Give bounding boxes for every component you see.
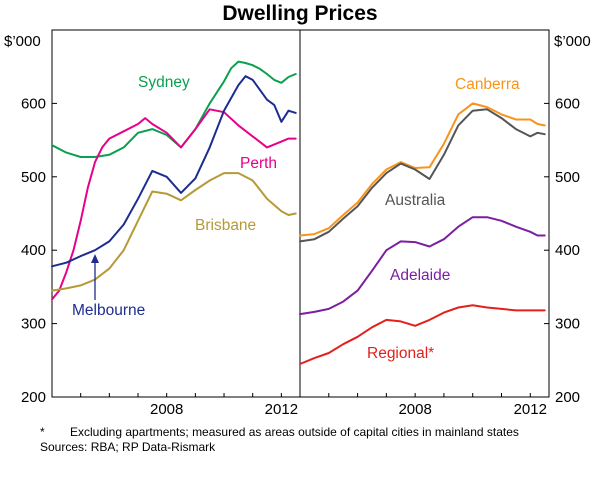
sources-note: Sources: RBA; RP Data-Rismark	[40, 440, 216, 454]
series-line-australia	[299, 108, 546, 243]
x-tick-label: 2012	[514, 401, 547, 418]
series-line-melbourne	[51, 75, 297, 268]
y-tick-label-right: 200	[555, 389, 580, 406]
series-line-brisbane	[51, 172, 297, 292]
y-tick-label-left: 300	[21, 316, 46, 333]
y-tick-label-right: 400	[555, 242, 580, 259]
y-tick-label-left: 500	[21, 169, 46, 186]
x-tick-label: 2008	[398, 401, 431, 418]
plot-area: 200 200 300 300 400 400 500 500 600 600 2008 2012 Sy…	[21, 29, 580, 418]
series-label-australia: Australia	[385, 192, 446, 209]
series-line-adelaide	[299, 216, 546, 316]
y-tick-label-left: 200	[21, 389, 46, 406]
x-tick-label: 2008	[150, 401, 183, 418]
series-line-canberra	[299, 102, 546, 237]
footnote: * Excluding apartments; measured as area…	[40, 425, 570, 440]
series-line-sydney	[51, 60, 297, 158]
y-tick-label-right: 500	[555, 169, 580, 186]
y-tick-label-right: 600	[555, 95, 580, 112]
series-label-brisbane: Brisbane	[195, 217, 256, 234]
y-unit-right: $’000	[554, 33, 591, 50]
footnote-text: Excluding apartments; measured as areas …	[70, 425, 519, 439]
chart-notes: * Excluding apartments; measured as area…	[40, 425, 570, 455]
y-tick-label-right: 300	[555, 316, 580, 333]
series-label-sydney: Sydney	[138, 74, 190, 91]
series-label-perth: Perth	[240, 155, 277, 172]
y-tick-label-left: 400	[21, 242, 46, 259]
x-tick-label: 2012	[265, 401, 298, 418]
y-unit-left: $’000	[4, 33, 41, 50]
series-line-perth	[51, 108, 297, 301]
series-line-regional	[299, 304, 546, 365]
series-label-regional: Regional*	[367, 345, 434, 362]
chart-figure: Dwelling Prices $’000 $’000 200 200 300 300…	[4, 2, 591, 418]
footnote-mark: *	[40, 425, 45, 439]
series-label-adelaide: Adelaide	[390, 267, 450, 284]
series-label-melbourne: Melbourne	[72, 302, 145, 319]
series-label-canberra: Canberra	[455, 76, 520, 93]
melbourne-arrow-head	[91, 254, 99, 263]
chart-title: Dwelling Prices	[222, 2, 377, 25]
y-tick-label-left: 600	[21, 95, 46, 112]
